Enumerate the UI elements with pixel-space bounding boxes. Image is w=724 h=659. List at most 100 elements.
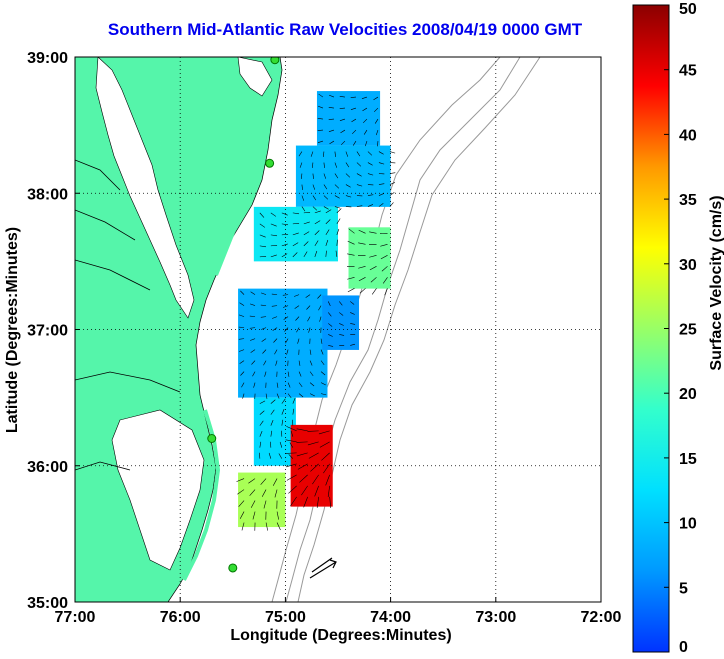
- velocity-vector: [350, 301, 355, 305]
- velocity-vector: [325, 209, 332, 214]
- velocity-cell: [322, 295, 360, 350]
- velocity-vector: [356, 173, 362, 177]
- scale-arrow: [309, 557, 337, 579]
- velocity-vector: [367, 162, 373, 166]
- velocity-vector: [276, 393, 280, 399]
- velocity-vector: [259, 441, 262, 448]
- velocity-vector: [323, 162, 325, 168]
- velocity-vector: [350, 343, 356, 346]
- velocity-vector: [260, 316, 267, 318]
- velocity-vector: [347, 240, 355, 245]
- velocity-vector: [374, 107, 379, 112]
- velocity-vector: [347, 253, 355, 256]
- velocity-vector: [334, 151, 336, 157]
- colorbar-tick-label: 20: [679, 386, 697, 403]
- velocity-vector: [323, 173, 327, 179]
- velocity-vector: [336, 218, 341, 225]
- velocity-vector: [290, 430, 294, 437]
- velocity-vector: [260, 292, 267, 295]
- y-tick-label: 39:00: [27, 50, 68, 67]
- colorbar-tick-label: 10: [679, 516, 697, 533]
- velocity-vector: [350, 323, 356, 325]
- velocity-vector: [265, 522, 268, 531]
- velocity-vector: [334, 162, 338, 168]
- colorbar-ticks: 0 5 10 15 20 25 30 35 40 45 50: [664, 1, 697, 656]
- velocity-vector: [309, 382, 315, 387]
- y-axis-label: Latitude (Degrees:Minutes): [4, 227, 21, 433]
- velocity-vector: [299, 162, 303, 168]
- velocity-vector: [319, 441, 330, 448]
- pamlico-sound: [111, 409, 205, 571]
- velocity-vector: [292, 398, 296, 404]
- velocity-vector: [309, 393, 315, 397]
- velocity-vector: [237, 489, 245, 495]
- colorbar-tick-label: 0: [679, 639, 688, 656]
- velocity-vector: [352, 129, 357, 134]
- velocity-vector: [389, 151, 396, 154]
- velocity-vector: [351, 118, 357, 123]
- velocity-vector: [310, 463, 319, 472]
- velocity-vector: [296, 452, 308, 457]
- velocity-vector: [263, 500, 267, 509]
- velocity-vector: [327, 312, 332, 317]
- velocity-vector: [288, 454, 294, 459]
- velocity-vector: [339, 312, 344, 316]
- velocity-vector: [303, 231, 310, 236]
- velocity-vector: [306, 305, 311, 310]
- velocity-vector: [281, 234, 289, 236]
- y-tick-label: 35:00: [27, 595, 68, 612]
- velocity-vector: [252, 511, 256, 520]
- velocity-vector: [261, 327, 267, 330]
- velocity-vector: [356, 162, 362, 167]
- velocity-vector: [339, 118, 346, 122]
- velocity-vector: [308, 327, 311, 333]
- velocity-vector: [303, 212, 311, 214]
- velocity-vector: [375, 129, 379, 136]
- velocity-vector: [240, 371, 245, 376]
- velocity-vector: [240, 290, 245, 295]
- velocity-vector: [329, 496, 332, 509]
- velocity-vector: [281, 253, 288, 258]
- velocity-vector: [328, 94, 335, 98]
- velocity-vector: [310, 151, 314, 157]
- chesapeake-bay: [95, 57, 195, 319]
- velocity-vector: [250, 338, 256, 341]
- velocity-vector: [253, 382, 256, 388]
- velocity-vector: [312, 184, 316, 190]
- bathymetry-contour-1: [285, 57, 521, 602]
- velocity-vector: [339, 96, 346, 98]
- velocity-vector: [323, 184, 328, 190]
- velocity-vector: [281, 419, 284, 426]
- velocity-vector: [286, 426, 297, 432]
- velocity-vector: [320, 360, 325, 366]
- velocity-vector: [301, 195, 305, 201]
- velocity-vector: [241, 382, 245, 388]
- velocity-vector: [320, 338, 323, 344]
- velocity-vector: [362, 107, 368, 112]
- velocity-vector: [285, 338, 289, 344]
- velocity-vector: [378, 162, 385, 165]
- velocity-vector: [358, 229, 366, 234]
- colorbar-label: Surface Velocity (cm/s): [708, 195, 724, 370]
- x-tick-label: 72:00: [581, 609, 622, 626]
- velocity-vector: [371, 288, 377, 295]
- grid-lines: [75, 57, 601, 602]
- velocity-vector: [356, 184, 363, 187]
- velocity-vector: [295, 316, 300, 321]
- velocity-vector: [270, 430, 273, 437]
- velocity-vector: [358, 277, 366, 282]
- velocity-vector: [288, 485, 297, 494]
- velocity-vector: [250, 291, 256, 295]
- bathymetry-contour-2: [297, 57, 541, 602]
- velocity-vector: [239, 349, 245, 352]
- velocity-vector: [281, 243, 288, 247]
- velocity-vector: [317, 294, 322, 299]
- velocity-vector: [369, 255, 377, 258]
- colorbar-tick-label: 35: [679, 192, 697, 209]
- velocity-vector: [321, 452, 330, 461]
- velocity-vector: [276, 522, 281, 531]
- velocity-vector: [270, 409, 275, 415]
- velocity-vector: [241, 522, 245, 531]
- velocity-vector: [236, 478, 245, 482]
- colorbar-tick-label: 40: [679, 127, 697, 144]
